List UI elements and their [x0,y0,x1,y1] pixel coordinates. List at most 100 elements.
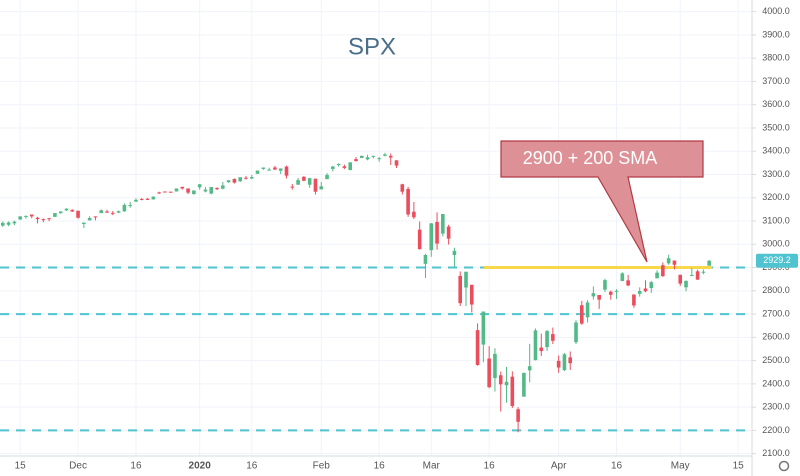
candle-body [417,229,422,250]
candle-body [249,177,254,179]
candle-body [93,216,98,218]
x-tick-label: 16 [484,461,496,472]
candle-body [215,187,219,190]
candle-body [672,260,677,265]
y-tick-label: 3600.0 [762,99,790,109]
candle-body [342,166,347,168]
candle-body [47,218,51,220]
candle-body [435,221,439,244]
candle-body [197,184,202,188]
candle-body [128,204,132,206]
candle-body [441,214,445,234]
candle-body [591,293,596,297]
candle-body [186,188,190,193]
candle-body [273,167,277,170]
y-tick-label: 2600.0 [762,332,790,342]
x-tick-label: 15 [15,461,27,472]
candle-body [545,331,549,348]
gear[interactable] [778,460,790,472]
candle-body [238,177,242,182]
y-tick-label: 3800.0 [762,53,790,63]
candle-body [255,170,260,174]
candle-body [221,185,225,189]
candle-body [406,188,410,215]
candle-body [475,330,480,366]
candle-body [70,209,75,212]
candle-body [458,275,463,304]
candle-body [539,347,544,352]
candle-body [18,216,22,220]
candle-body [412,211,416,218]
callout-text: 2900 + 200 SMA [523,148,658,168]
settings-icon[interactable] [778,460,790,472]
candle-body [597,295,601,300]
y-tick-label: 3200.0 [762,192,790,202]
candle-body [226,180,231,183]
candle-body [585,302,590,318]
candle-body [307,178,312,185]
candle-body [365,157,370,160]
candle-body [551,334,555,341]
candle-body [504,381,509,386]
candle-body [493,353,497,379]
candle-body [388,155,393,158]
candle-body [331,166,335,169]
x-tick-label: Apr [551,461,567,472]
candle-body [469,284,474,305]
candle-body [371,155,376,157]
y-tick-label: 2500.0 [762,355,790,365]
candle-body [87,217,92,221]
candle-body [53,213,57,217]
candle-body [35,217,40,220]
candle-body [139,198,144,200]
x-tick-label: May [671,461,690,472]
candle-body [290,186,295,188]
candle-body [134,199,138,202]
candle-body [348,162,352,171]
candle-body [498,375,503,385]
candle-body [261,167,266,169]
candle-body [319,186,324,190]
candle-body [58,211,63,214]
chart-title: SPX [348,33,396,60]
candle-body [203,189,208,192]
y-tick-label: 4000.0 [762,6,790,16]
candle-body [446,226,451,239]
candle-body [6,222,11,225]
x-tick-label: 2020 [189,461,212,472]
candle-body [64,208,69,211]
candle-body [284,166,289,176]
candle-body [643,288,648,292]
candle-body [562,354,567,371]
candle-body [359,155,364,158]
y-tick-label: 3900.0 [762,29,790,39]
candle-body [632,294,636,306]
candle-body [163,191,167,193]
candle-body [568,357,573,364]
y-tick-label: 3500.0 [762,122,790,132]
candle-body [192,190,196,195]
y-tick-label: 2100.0 [762,448,790,458]
x-tick-label: 16 [130,461,142,472]
candle-body [278,168,283,171]
candle-body [157,192,161,194]
candle-body [701,271,706,273]
candle-body [168,191,173,193]
candle-body [145,198,150,200]
x-tick-label: 16 [246,461,258,472]
candle-body [481,311,486,345]
candle-body [377,158,381,160]
y-tick-label: 3100.0 [762,215,790,225]
candle-body [41,219,46,221]
x-tick-label: Mar [423,461,441,472]
last-price-label: 2929.2 [763,255,791,265]
candles [0,152,711,433]
candle-body [151,196,156,200]
y-tick-label: 3400.0 [762,146,790,156]
y-tick-label: 2400.0 [762,378,790,388]
candle-body [516,409,520,422]
candle-body [296,180,300,185]
x-tick-label: Dec [69,461,87,472]
